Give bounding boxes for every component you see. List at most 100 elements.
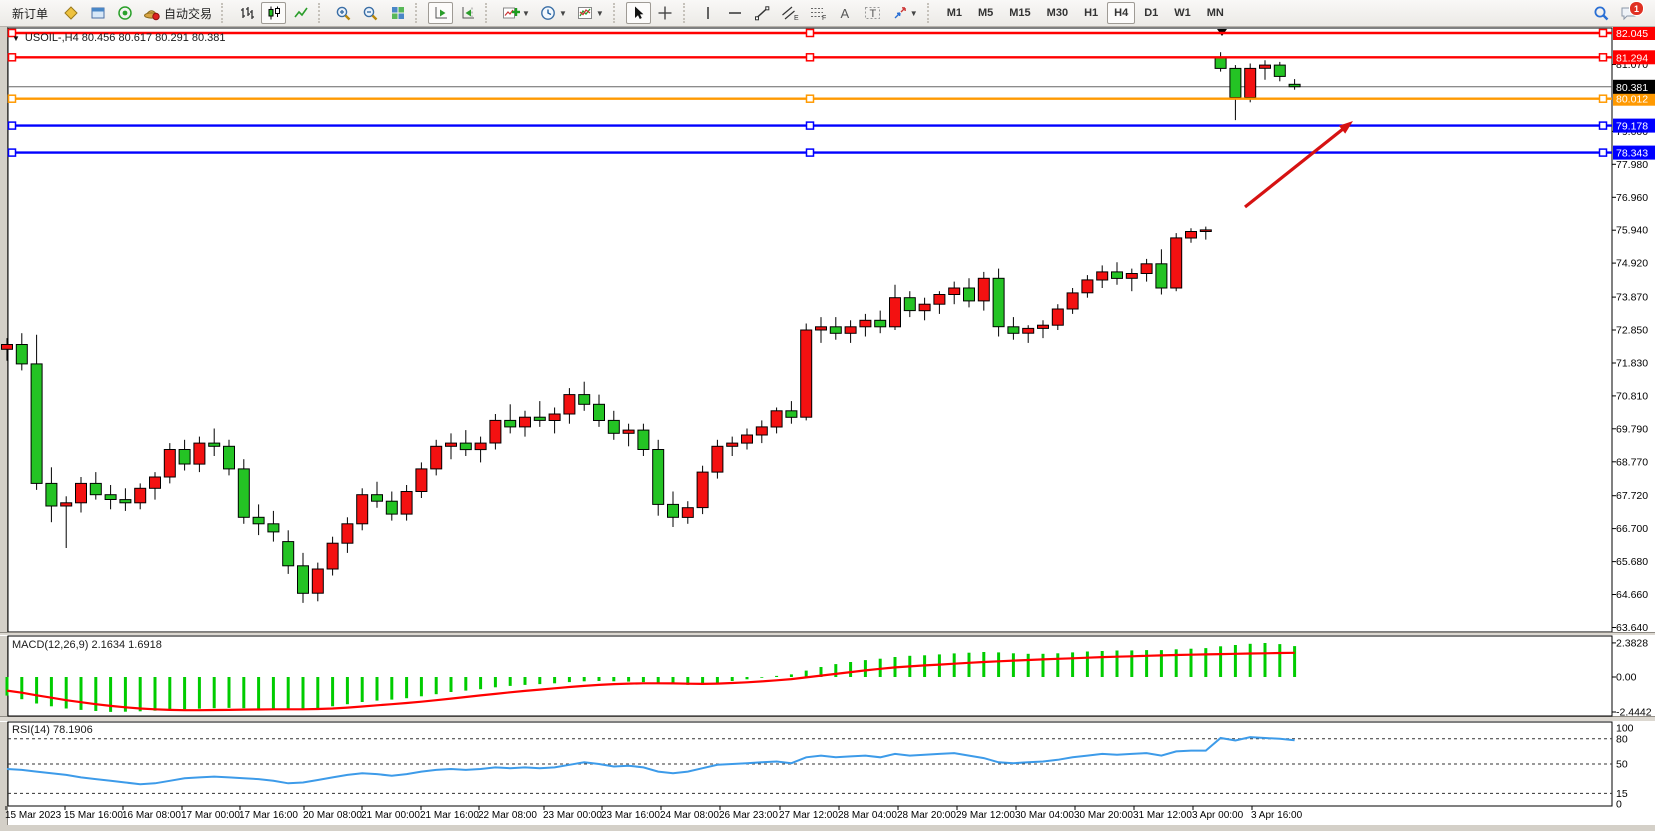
candle [785, 410, 798, 418]
terminal-button[interactable] [85, 2, 110, 24]
profiles-button[interactable] [58, 2, 83, 24]
cursor-button[interactable] [625, 2, 651, 24]
toolbar-grip [415, 3, 423, 23]
horizontal-line-button[interactable] [723, 2, 748, 24]
notifications-button[interactable]: 1 [1616, 1, 1644, 24]
text-label-button[interactable]: T [860, 2, 886, 24]
candle [311, 568, 324, 594]
window-bottom-edge [0, 825, 1655, 831]
candle [829, 326, 842, 334]
price-line-label: 80.012 [1613, 91, 1655, 106]
text-icon: A [841, 6, 850, 21]
terminal-icon [91, 7, 104, 19]
templates-button[interactable]: ▼ [573, 2, 608, 24]
collapse-ohlc-icon[interactable]: ▼ [12, 33, 20, 43]
timeframe-M1[interactable]: M1 [946, 7, 962, 19]
annotation-arrow[interactable] [1244, 121, 1353, 209]
line-handle[interactable] [1598, 94, 1608, 103]
candlestick-chart-button[interactable] [261, 2, 287, 24]
fibonacci-icon: F [810, 8, 826, 21]
svg-text:63.640: 63.640 [1616, 622, 1648, 634]
line-handle[interactable] [7, 94, 17, 103]
crosshair-button[interactable] [653, 2, 678, 24]
pane-splitter[interactable] [0, 632, 1655, 636]
candlestick-chart-icon [268, 6, 280, 20]
timeframe-M5[interactable]: M5 [977, 7, 994, 19]
line-handle[interactable] [805, 94, 815, 103]
bar-chart-button[interactable] [234, 2, 259, 24]
zoom-in-button[interactable] [331, 2, 356, 24]
line-handle[interactable] [805, 53, 815, 62]
auto-scroll-button[interactable] [428, 2, 454, 24]
equidistant-channel-button[interactable]: E [777, 2, 803, 24]
timeframe-D1[interactable]: D1 [1144, 7, 1159, 19]
candle [489, 419, 502, 444]
arrows-button[interactable]: ▼ [888, 2, 922, 24]
price-line-81.294[interactable] [7, 53, 1612, 62]
signals-button[interactable] [112, 2, 137, 24]
fibonacci-button[interactable]: F [805, 2, 831, 24]
timeframe-M15[interactable]: M15 [1009, 7, 1031, 19]
symbol-ohlc-text: USOIL-,H4 80.456 80.617 80.291 80.381 [24, 32, 226, 44]
bar-chart-icon [240, 7, 254, 19]
vertical-line-button[interactable] [696, 2, 721, 24]
line-handle[interactable] [7, 121, 17, 130]
timeframe-H1[interactable]: H1 [1084, 7, 1099, 19]
candle [474, 442, 487, 451]
timeframe-MN[interactable]: MN [1206, 7, 1224, 19]
line-handle[interactable] [1598, 28, 1608, 38]
svg-text:30 Mar 20:00: 30 Mar 20:00 [1074, 810, 1133, 821]
line-handle[interactable] [7, 53, 17, 62]
line-chart-button[interactable] [288, 2, 313, 24]
candle [297, 565, 309, 594]
chevron-down-icon: ▼ [909, 8, 918, 18]
timeframe-M30[interactable]: M30 [1046, 7, 1069, 19]
macd-histogram [5, 643, 1297, 712]
line-handle[interactable] [7, 28, 17, 38]
candle [1111, 271, 1123, 279]
svg-text:22 Mar 08:00: 22 Mar 08:00 [478, 810, 537, 821]
tile-windows-button[interactable] [385, 2, 410, 24]
candle [1229, 67, 1242, 99]
price-line-80.012[interactable] [7, 94, 1612, 103]
svg-text:-2.4442: -2.4442 [1616, 707, 1652, 719]
svg-text:80.012: 80.012 [1616, 94, 1648, 106]
line-handle[interactable] [1598, 53, 1608, 62]
line-handle[interactable] [805, 121, 815, 130]
pane-splitter[interactable] [0, 716, 1655, 722]
timeframe-W1[interactable]: W1 [1174, 7, 1191, 19]
svg-text:23 Mar 00:00: 23 Mar 00:00 [543, 810, 602, 821]
candle [341, 523, 354, 544]
auto-trading-button[interactable]: 自动交易 [139, 2, 216, 24]
line-handle[interactable] [805, 148, 815, 157]
price-line-78.343[interactable] [7, 148, 1612, 157]
templates-icon [577, 7, 592, 19]
line-handle[interactable] [7, 148, 17, 157]
line-chart-icon [293, 7, 308, 18]
price-line-82.045[interactable] [7, 28, 1612, 38]
candle [1066, 292, 1079, 310]
svg-text:2.3828: 2.3828 [1616, 637, 1648, 649]
timeframe-H4[interactable]: H4 [1107, 2, 1136, 24]
indicators-button[interactable]: ▼ [498, 2, 534, 24]
svg-text:76.960: 76.960 [1616, 192, 1648, 204]
line-handle[interactable] [805, 28, 815, 38]
svg-text:T: T [869, 8, 876, 20]
text-button[interactable]: A [833, 2, 858, 24]
crosshair-icon [658, 6, 672, 20]
line-handle[interactable] [1598, 148, 1608, 157]
zoom-out-button[interactable] [358, 2, 383, 24]
new-order-button[interactable]: 新订单 [11, 6, 48, 21]
candle [193, 442, 206, 465]
trendline-button[interactable] [750, 2, 775, 24]
line-handle[interactable] [1598, 121, 1608, 130]
periods-button[interactable]: ▼ [536, 2, 571, 24]
candle [563, 394, 576, 415]
zoom-in-icon [336, 6, 351, 20]
candle [356, 494, 369, 525]
candles-layer [1, 52, 1301, 603]
chart-shift-button[interactable] [455, 2, 480, 24]
search-button[interactable] [1589, 2, 1614, 24]
toolbar-grip [926, 3, 935, 23]
